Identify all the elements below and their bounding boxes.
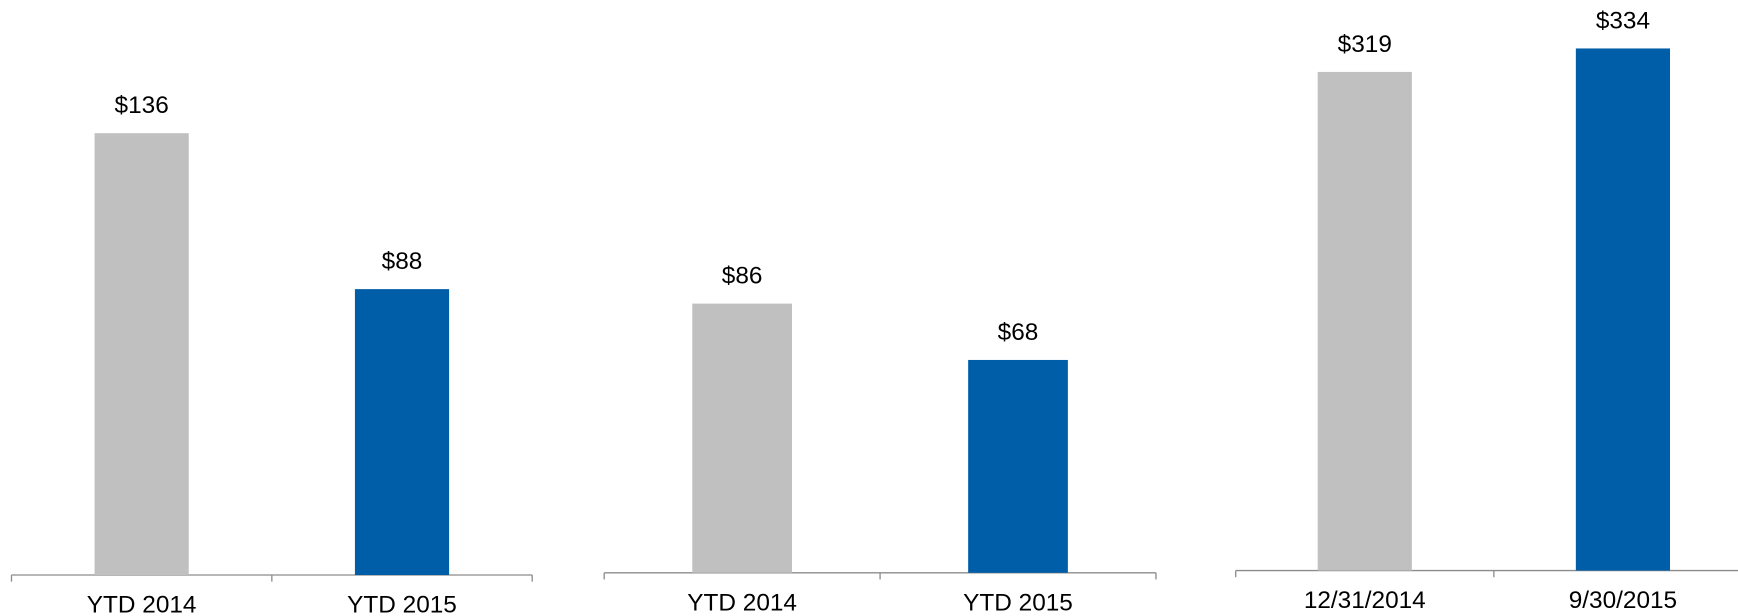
value-label: $68 [998, 319, 1039, 346]
bar [354, 289, 450, 576]
x-tick-label: 12/31/2014 [1304, 587, 1426, 614]
bar [968, 359, 1068, 573]
value-label: $334 [1596, 7, 1650, 34]
value-label: $136 [115, 92, 169, 119]
x-tick-label: YTD 2014 [687, 589, 797, 616]
bar [94, 133, 189, 576]
bar [1575, 48, 1671, 571]
x-tick-label: YTD 2015 [963, 589, 1073, 616]
value-label: $88 [382, 248, 423, 275]
x-tick-label: YTD 2015 [347, 591, 457, 616]
bar [1317, 71, 1412, 571]
bar [692, 303, 792, 573]
x-tick-label: YTD 2014 [87, 591, 197, 616]
value-label: $86 [722, 262, 763, 289]
x-tick-label: 9/30/2015 [1569, 587, 1677, 614]
value-label: $319 [1338, 31, 1392, 58]
